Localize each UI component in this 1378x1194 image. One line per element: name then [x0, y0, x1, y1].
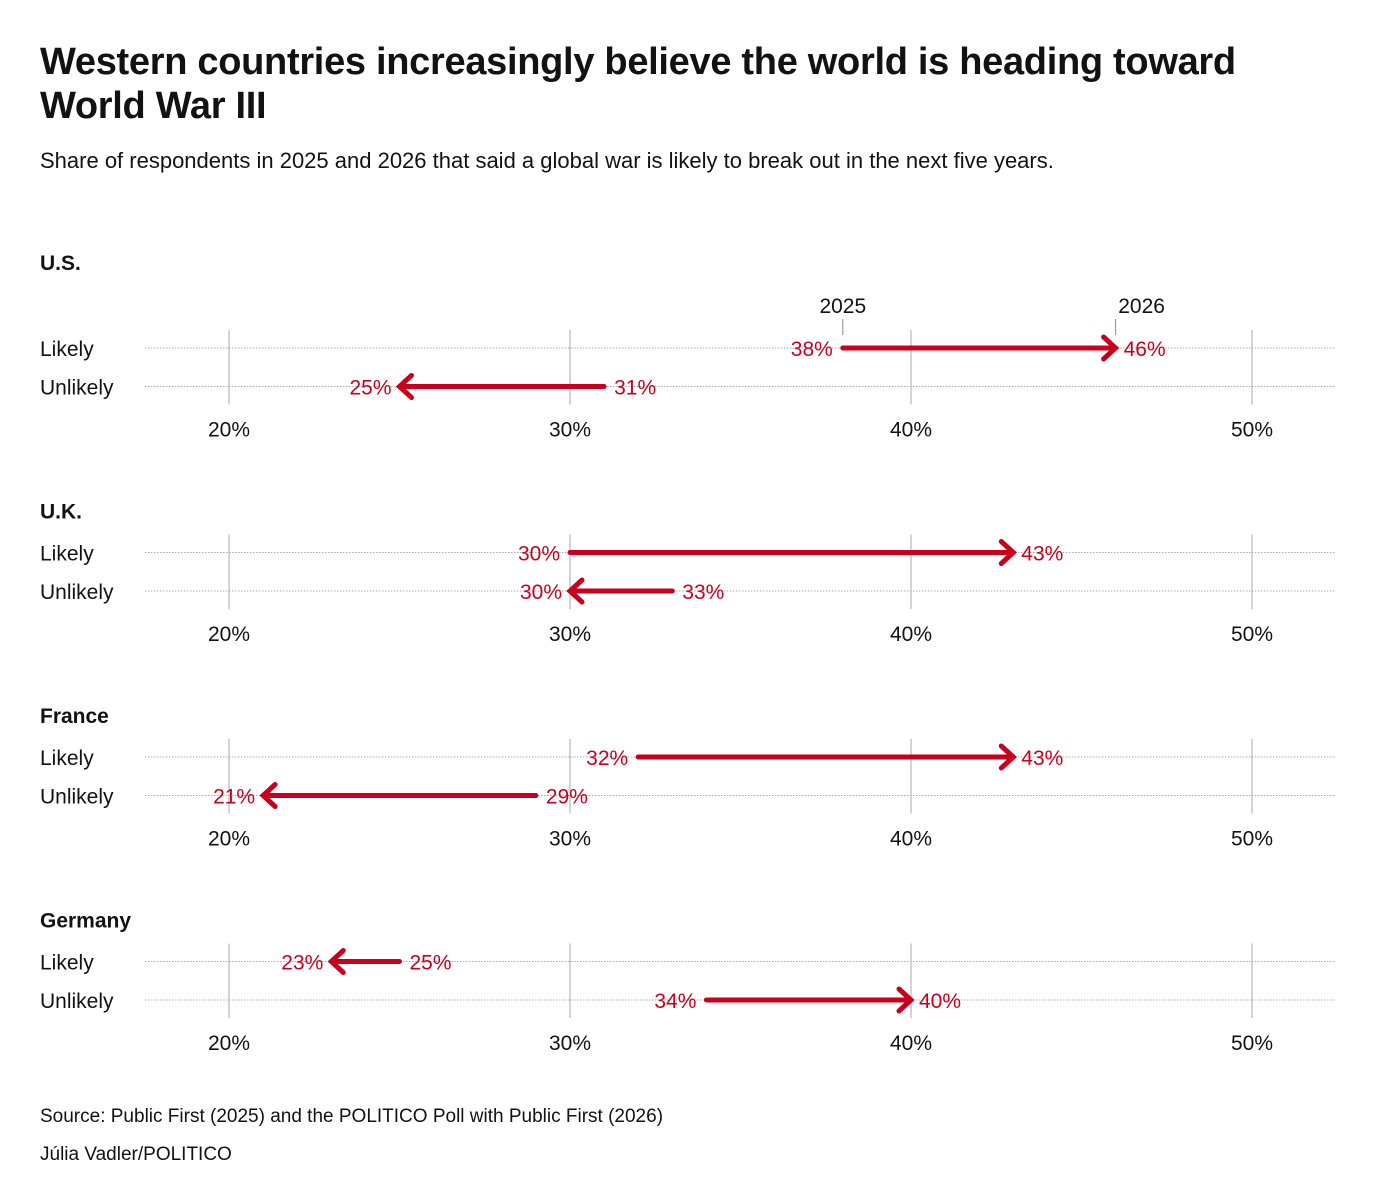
- arrowhead: [566, 577, 585, 605]
- x-tick-label: 30%: [549, 419, 591, 442]
- legend-end-year: 2026: [1118, 295, 1165, 318]
- arrowhead: [1101, 334, 1120, 362]
- end-value-label: 30%: [520, 581, 562, 604]
- row-label: Unlikely: [40, 377, 114, 400]
- end-value-label: 25%: [349, 377, 391, 400]
- legend-start-year: 2025: [819, 295, 866, 318]
- row-label: Likely: [40, 543, 94, 566]
- end-value-label: 21%: [213, 786, 255, 809]
- arrowhead: [896, 986, 915, 1014]
- x-tick-label: 20%: [208, 828, 250, 851]
- source-note: Source: Public First (2025) and the POLI…: [40, 1106, 664, 1127]
- start-value-label: 33%: [682, 581, 724, 604]
- x-tick-label: 50%: [1231, 419, 1273, 442]
- start-value-label: 29%: [546, 786, 588, 809]
- end-value-label: 23%: [281, 952, 323, 975]
- arrowhead: [259, 782, 278, 809]
- row-label: Likely: [40, 338, 94, 361]
- x-tick-label: 40%: [890, 419, 932, 442]
- x-tick-label: 20%: [208, 1032, 250, 1055]
- panel-title: Germany: [40, 910, 131, 933]
- x-tick-label: 30%: [549, 828, 591, 851]
- start-value-label: 25%: [410, 952, 452, 975]
- x-tick-label: 40%: [890, 623, 932, 646]
- start-value-label: 34%: [654, 990, 696, 1013]
- row-label: Likely: [40, 747, 94, 770]
- arrowhead: [395, 373, 414, 400]
- start-value-label: 38%: [791, 338, 833, 361]
- end-value-label: 43%: [1021, 747, 1063, 770]
- arrowhead: [327, 948, 346, 975]
- end-value-label: 46%: [1124, 338, 1166, 361]
- x-tick-label: 50%: [1231, 828, 1273, 851]
- start-value-label: 30%: [518, 543, 560, 566]
- arrowhead: [998, 539, 1017, 566]
- x-tick-label: 40%: [890, 828, 932, 851]
- row-label: Unlikely: [40, 990, 114, 1013]
- x-tick-label: 50%: [1231, 623, 1273, 646]
- chart-title: Western countries increasingly believe t…: [40, 41, 1236, 127]
- row-label: Unlikely: [40, 786, 114, 809]
- panel-title: France: [40, 705, 109, 728]
- x-tick-label: 20%: [208, 419, 250, 442]
- row-label: Unlikely: [40, 581, 114, 604]
- panel-title: U.S.: [40, 252, 81, 275]
- start-value-label: 32%: [586, 747, 628, 770]
- end-value-label: 43%: [1021, 543, 1063, 566]
- x-tick-label: 30%: [549, 1032, 591, 1055]
- x-tick-label: 40%: [890, 1032, 932, 1055]
- x-tick-label: 50%: [1231, 1032, 1273, 1055]
- panel-title: U.K.: [40, 501, 82, 524]
- credit-note: Júlia Vadler/POLITICO: [40, 1144, 232, 1165]
- x-tick-label: 20%: [208, 623, 250, 646]
- end-value-label: 40%: [919, 990, 961, 1013]
- start-value-label: 31%: [614, 377, 656, 400]
- x-tick-label: 30%: [549, 623, 591, 646]
- arrowhead: [998, 743, 1017, 771]
- chart-subtitle: Share of respondents in 2025 and 2026 th…: [40, 148, 1054, 173]
- row-label: Likely: [40, 952, 94, 975]
